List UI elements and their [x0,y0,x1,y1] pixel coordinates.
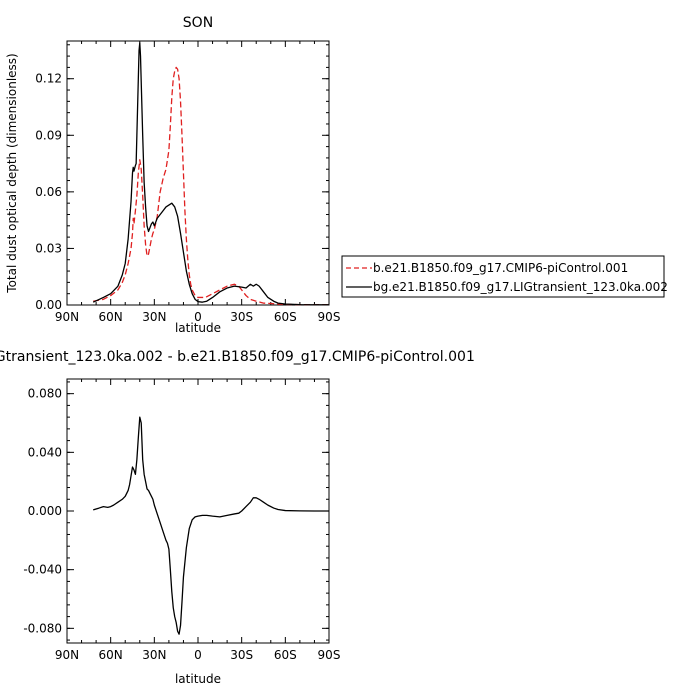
x-tick-label: 90N [55,648,79,662]
x-tick-label: 30N [142,310,166,324]
x-tick-label: 60S [274,310,297,324]
top-y-axis-label: Total dust optical depth (dimensionless) [5,53,19,293]
x-tick-label: 90N [55,310,79,324]
legend: b.e21.B1850.f09_g17.CMIP6-piControl.001b… [341,255,668,298]
y-tick-label: 0.12 [35,72,62,86]
bottom-panel-title: bg.e21.B1850.f09_g17.LIGtransient_123.0k… [0,349,475,365]
series-line-1 [93,66,329,306]
legend-box [341,255,665,298]
y-tick-label: 0.03 [35,241,62,255]
legend-label-1: b.e21.B1850.f09_g17.CMIP6-piControl.001 [373,261,628,275]
x-tick-label: 0 [194,648,202,662]
bottom-x-axis-label: latitude [175,672,221,686]
y-tick-label: 0.080 [28,387,62,401]
x-tick-label: 90S [318,310,341,324]
x-tick-label: 60N [99,648,123,662]
y-tick-label: -0.040 [23,563,62,577]
top-x-axis-label: latitude [175,321,221,335]
x-tick-label: 60N [99,310,123,324]
y-tick-label: 0.06 [35,185,62,199]
y-tick-label: 0.000 [28,504,62,518]
x-tick-label: 90S [318,648,341,662]
bottom-panel: bg.e21.B1850.f09_g17.LIGtransient_123.0k… [0,349,475,686]
series-line-2 [92,42,329,306]
x-tick-label: 30N [142,648,166,662]
plot-frame [66,40,330,306]
series-line-1 [93,416,329,635]
y-tick-label: 0.040 [28,445,62,459]
x-tick-label: 0 [194,310,202,324]
top-plot-area: 90N 60N 30N 0 30S 60S 90S 0.00 0.03 0.06 0.09 0.12 [35,40,341,324]
top-panel-title: SON [183,15,213,31]
top-panel: SON 90N 60N 30N 0 30S 60S 90S 0.00 0.03 0.06 0.09 0… [5,15,668,335]
y-tick-label: -0.080 [23,621,62,635]
legend-label-2: bg.e21.B1850.f09_g17.LIGtransient_123.0k… [373,280,668,294]
x-tick-label: 30S [230,648,253,662]
x-tick-label: 60S [274,648,297,662]
x-tick-label: 30S [230,310,253,324]
y-tick-label: 0.00 [35,298,62,312]
bottom-plot-area: 90N 60N 30N 0 30S 60S 90S -0.080 -0.040 0.000 0.04… [23,378,341,662]
y-tick-label: 0.09 [35,128,62,142]
